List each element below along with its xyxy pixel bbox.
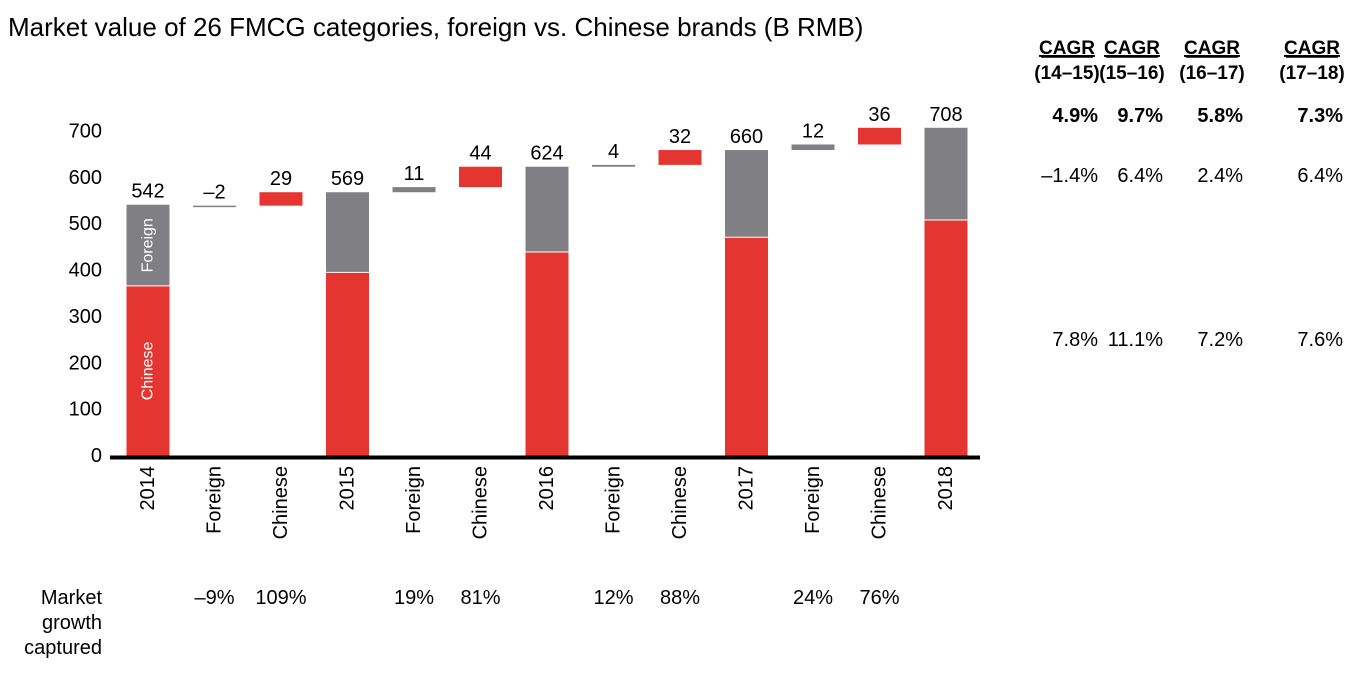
cagr-value-foreign: 6.4% bbox=[1117, 165, 1163, 187]
x-tick-label: Foreign bbox=[802, 466, 824, 534]
x-tick-label: 2018 bbox=[935, 466, 957, 511]
data-label: 29 bbox=[270, 168, 292, 190]
data-label: 624 bbox=[530, 143, 563, 165]
market-growth-label: Market bbox=[41, 587, 103, 609]
data-label: 542 bbox=[131, 181, 164, 203]
cagr-header-period: (16–17) bbox=[1179, 63, 1245, 84]
y-tick-label: 500 bbox=[69, 213, 102, 235]
bar-delta-foreign-10 bbox=[791, 144, 835, 151]
x-tick-label: Chinese bbox=[270, 466, 292, 539]
data-label: 36 bbox=[868, 104, 890, 126]
cagr-value-total: 7.3% bbox=[1297, 105, 1343, 127]
cagr-value-chinese: 11.1% bbox=[1108, 329, 1163, 351]
market-growth-value: 76% bbox=[859, 587, 899, 609]
bars-layer bbox=[126, 127, 968, 456]
x-tick-label: Chinese bbox=[669, 466, 691, 539]
cagr-value-foreign: –1.4% bbox=[1041, 165, 1098, 187]
market-growth-value: 19% bbox=[394, 587, 434, 609]
chart-title: Market value of 26 FMCG categories, fore… bbox=[8, 12, 863, 42]
x-tick-label: 2016 bbox=[536, 466, 558, 511]
data-label: 569 bbox=[331, 168, 364, 190]
y-tick-label: 400 bbox=[69, 260, 102, 282]
bar-delta-chinese-8 bbox=[658, 150, 702, 165]
cagr-header: CAGR bbox=[1104, 38, 1160, 59]
cagr-value-foreign: 6.4% bbox=[1297, 165, 1343, 187]
x-tick-label: Foreign bbox=[204, 466, 226, 534]
cagr-value-total: 9.7% bbox=[1117, 105, 1163, 127]
cagr-header: CAGR bbox=[1039, 38, 1095, 59]
cagr-value-chinese: 7.8% bbox=[1052, 329, 1098, 351]
data-label: 32 bbox=[669, 126, 691, 148]
cagr-header-period: (17–18) bbox=[1279, 63, 1345, 84]
bar-chinese-2014 bbox=[126, 285, 170, 456]
bar-delta-foreign-4 bbox=[392, 187, 436, 193]
cagr-table: CAGR(14–15)CAGR(15–16)CAGR(16–17)CAGR(17… bbox=[1034, 38, 1345, 351]
data-label: 660 bbox=[730, 126, 763, 148]
x-tick-label: Chinese bbox=[869, 466, 891, 539]
in-bar-label-chinese: Chinese bbox=[140, 341, 157, 400]
data-label: 4 bbox=[608, 141, 619, 163]
market-growth-value: 12% bbox=[593, 587, 633, 609]
bar-delta-chinese-5 bbox=[459, 166, 502, 188]
x-tick-label: 2015 bbox=[337, 466, 359, 511]
bar-chinese-2015 bbox=[326, 272, 369, 456]
bar-delta-foreign-1 bbox=[193, 205, 236, 208]
bar-delta-chinese-11 bbox=[858, 127, 901, 145]
y-axis: 0 100 200 300 400 500 600 700 bbox=[69, 121, 102, 468]
cagr-header: CAGR bbox=[1284, 38, 1340, 59]
y-tick-label: 100 bbox=[69, 399, 102, 421]
y-tick-label: 600 bbox=[69, 167, 102, 189]
market-growth-value: 81% bbox=[460, 587, 500, 609]
cagr-value-total: 5.8% bbox=[1197, 105, 1243, 127]
x-axis: 2014 Foreign Chinese 2015 Foreign Chinese 2016… bbox=[110, 455, 980, 539]
cagr-value-foreign: 2.4% bbox=[1197, 165, 1243, 187]
y-tick-label: 700 bbox=[69, 121, 102, 143]
cagr-header-period: (14–15) bbox=[1034, 63, 1100, 84]
market-growth-value: –9% bbox=[194, 587, 234, 609]
market-growth-label: captured bbox=[24, 637, 102, 659]
cagr-value-chinese: 7.6% bbox=[1297, 329, 1343, 351]
market-growth-row: Market growth captured –9% 109% 19% 81% 12% 88% 2… bbox=[24, 587, 900, 659]
bar-foreign-2018 bbox=[924, 127, 968, 221]
x-tick-label: 2014 bbox=[137, 466, 159, 511]
data-label: 12 bbox=[802, 120, 824, 142]
cagr-header-period: (15–16) bbox=[1099, 63, 1165, 84]
bar-delta-chinese-2 bbox=[259, 192, 303, 206]
data-label: –2 bbox=[203, 182, 225, 204]
in-bar-label-foreign: Foreign bbox=[140, 218, 157, 272]
labels-layer: 542 –2 29 569 11 44 624 4 32 660 12 36 708 Foreign Chi… bbox=[131, 104, 962, 400]
x-tick-label: Chinese bbox=[470, 466, 492, 539]
market-growth-value: 109% bbox=[255, 587, 306, 609]
cagr-header: CAGR bbox=[1184, 38, 1240, 59]
cagr-value-chinese: 7.2% bbox=[1197, 329, 1243, 351]
bar-foreign-2017 bbox=[725, 150, 768, 238]
data-label: 708 bbox=[929, 104, 962, 126]
bar-foreign-2014 bbox=[126, 204, 170, 286]
market-growth-label: growth bbox=[42, 612, 102, 634]
y-tick-label: 300 bbox=[69, 306, 102, 328]
x-tick-label: Foreign bbox=[603, 466, 625, 534]
data-label: 11 bbox=[404, 163, 425, 185]
bar-chinese-2017 bbox=[725, 237, 768, 456]
bar-foreign-2015 bbox=[326, 192, 369, 273]
bar-foreign-2016 bbox=[525, 166, 569, 253]
x-tick-label: Foreign bbox=[403, 466, 425, 534]
y-tick-label: 200 bbox=[69, 352, 102, 374]
cagr-value-total: 4.9% bbox=[1052, 105, 1098, 127]
bar-chinese-2016 bbox=[525, 252, 569, 456]
bar-chinese-2018 bbox=[924, 220, 968, 456]
bar-delta-foreign-7 bbox=[592, 164, 635, 167]
y-tick-label: 0 bbox=[91, 445, 102, 467]
x-tick-label: 2017 bbox=[736, 466, 758, 511]
market-growth-value: 88% bbox=[660, 587, 700, 609]
market-growth-value: 24% bbox=[793, 587, 833, 609]
data-label: 44 bbox=[469, 143, 491, 165]
